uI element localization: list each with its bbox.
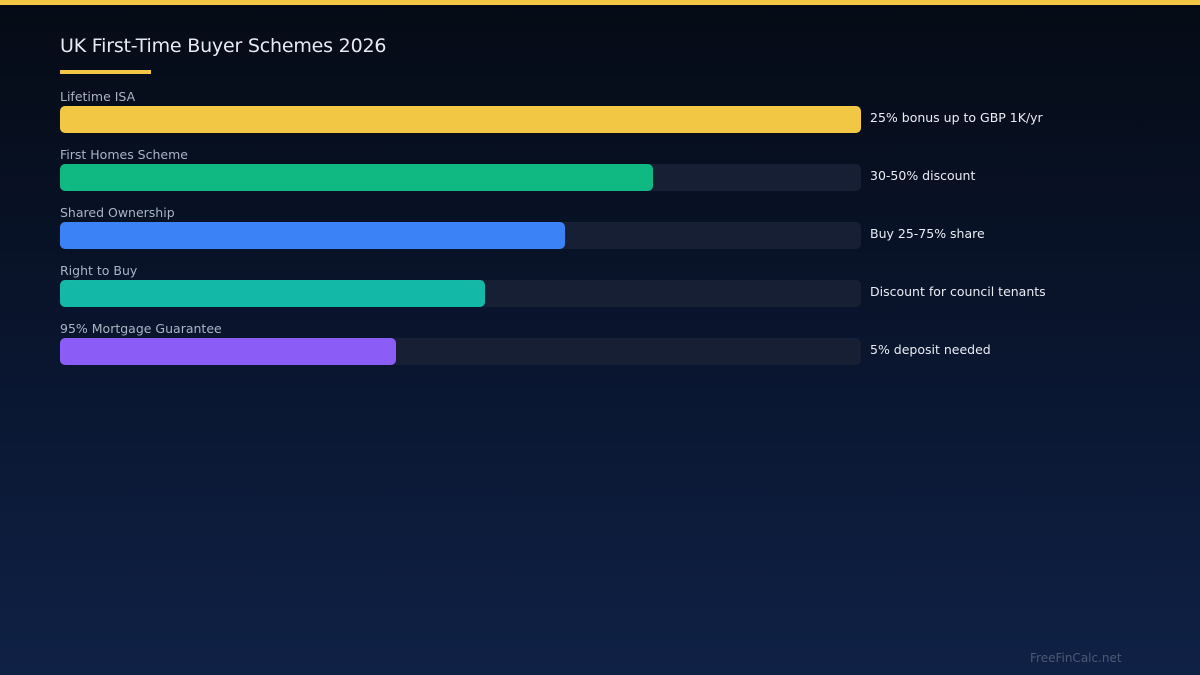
watermark: FreeFinCalc.net [1030,651,1122,665]
bar-row-95-mortgage-guarantee: 95% Mortgage Guarantee 5% deposit needed [60,321,1160,371]
bar-track [60,338,861,365]
bar-track [60,280,861,307]
bar-label: Right to Buy [60,263,138,278]
bar-annotation: Buy 25-75% share [870,226,985,241]
bar-label: Lifetime ISA [60,89,136,104]
bar-fill [60,164,653,191]
bar-annotation: 25% bonus up to GBP 1K/yr [870,110,1043,125]
bar-row-lifetime-isa: Lifetime ISA 25% bonus up to GBP 1K/yr [60,89,1160,139]
bar-fill [60,222,565,249]
bar-label: 95% Mortgage Guarantee [60,321,222,336]
bar-track [60,222,861,249]
bar-annotation: Discount for council tenants [870,284,1046,299]
bar-row-shared-ownership: Shared Ownership Buy 25-75% share [60,205,1160,255]
bar-track [60,106,861,133]
bar-label: Shared Ownership [60,205,175,220]
bar-fill [60,106,861,133]
bar-track [60,164,861,191]
title-underline [60,70,151,74]
bar-label: First Homes Scheme [60,147,188,162]
top-accent-bar [0,0,1200,5]
bar-fill [60,338,396,365]
bar-row-right-to-buy: Right to Buy Discount for council tenants [60,263,1160,313]
page-title: UK First-Time Buyer Schemes 2026 [60,35,387,57]
bar-annotation: 5% deposit needed [870,342,991,357]
bar-annotation: 30-50% discount [870,168,976,183]
bar-fill [60,280,485,307]
bar-row-first-homes-scheme: First Homes Scheme 30-50% discount [60,147,1160,197]
